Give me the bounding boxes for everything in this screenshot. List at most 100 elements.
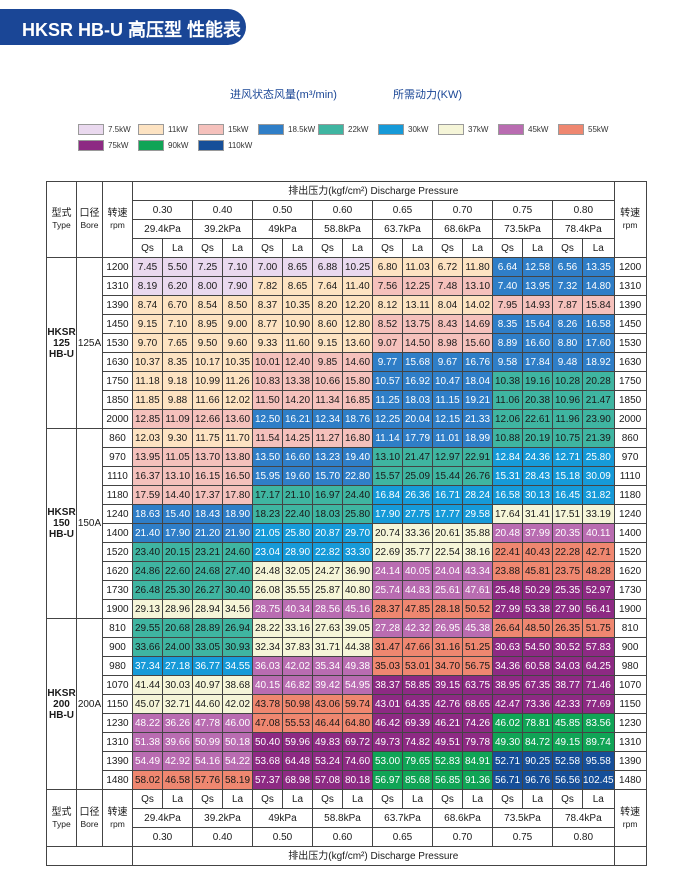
la-value: 13.10	[162, 466, 193, 486]
qs-value: 53.00	[372, 751, 403, 771]
la-value: 74.26	[462, 713, 493, 733]
la-value: 35.55	[282, 580, 313, 600]
pressure-value: 0.70	[432, 200, 493, 220]
legend-label: 90kW	[168, 141, 189, 150]
bore-header-en: Bore	[80, 220, 99, 230]
la-value: 39.66	[162, 732, 193, 752]
qs-value: 23.40	[132, 542, 163, 562]
qs-value: 13.95	[132, 447, 163, 467]
table-row: 1620 24.86 22.60 24.68 27.40 24.48 32.05 24.27 3…	[47, 561, 647, 581]
qs-value: 46.44	[312, 713, 343, 733]
la-value: 32.71	[162, 694, 193, 714]
qs-value: 42.76	[432, 694, 463, 714]
qs-value: 36.03	[252, 656, 283, 676]
la-value: 74.82	[402, 732, 433, 752]
speed-header-en: rpm	[110, 220, 125, 230]
la-value: 25.80	[582, 447, 615, 467]
rpm-value: 1620	[102, 561, 133, 581]
qs-value: 27.63	[312, 618, 343, 638]
qs-value: 12.71	[552, 447, 583, 467]
speed-header-right: 转速 rpm	[613, 181, 647, 258]
pressure-value: 0.65	[372, 200, 433, 220]
model-name: HKSR 200 HB-U	[46, 618, 77, 790]
la-value: 30.40	[222, 580, 253, 600]
la-value: 29.70	[342, 523, 373, 543]
qs-value: 8.43	[432, 314, 463, 334]
qs-value: 37.34	[132, 656, 163, 676]
la-value: 38.68	[222, 675, 253, 695]
qs-value: 9.58	[492, 352, 523, 372]
qs-value: 43.01	[372, 694, 403, 714]
rpm-value: 1310	[102, 732, 133, 752]
la-value: 11.03	[402, 257, 433, 277]
kpa-value: 39.2kPa	[192, 219, 253, 239]
qs-value: 11.34	[312, 390, 343, 410]
rpm-value-right: 1850	[613, 390, 647, 410]
la-value: 53.01	[402, 656, 433, 676]
qs-value: 8.12	[372, 295, 403, 315]
qs-value: 9.33	[252, 333, 283, 353]
rpm-value-right: 1240	[613, 504, 647, 524]
table-row: 1150 45.07 32.71 44.60 42.02 43.78 50.98 43.06 5…	[47, 694, 647, 714]
qs-value: 16.15	[192, 466, 223, 486]
la-value: 11.09	[162, 409, 193, 429]
rpm-value-right: 1730	[613, 580, 647, 600]
la-value: 54.22	[222, 751, 253, 771]
la-value: 43.34	[462, 561, 493, 581]
la-value: 23.90	[582, 409, 615, 429]
qs-value: 15.31	[492, 466, 523, 486]
la-value: 16.85	[342, 390, 373, 410]
qs-value: 46.02	[492, 713, 523, 733]
la-value: 11.70	[222, 428, 253, 448]
qs-value: 25.48	[492, 580, 523, 600]
footer-blank-right	[613, 846, 647, 866]
la-value: 33.16	[282, 618, 313, 638]
la-footer: La	[222, 789, 253, 809]
qs-value: 35.03	[372, 656, 403, 676]
legend-swatch	[198, 140, 224, 151]
kpa-value: 58.8kPa	[312, 219, 373, 239]
la-value: 84.91	[462, 751, 493, 771]
qs-value: 9.48	[552, 352, 583, 372]
qs-value: 17.59	[132, 485, 163, 505]
rpm-value-right: 1750	[613, 371, 647, 391]
qs-value: 52.71	[492, 751, 523, 771]
la-value: 18.76	[342, 409, 373, 429]
qs-value: 49.51	[432, 732, 463, 752]
qs-value: 39.42	[312, 675, 343, 695]
la-value: 13.38	[282, 371, 313, 391]
qs-value: 32.34	[252, 637, 283, 657]
la-value: 46.00	[222, 713, 253, 733]
qs-value: 8.95	[192, 314, 223, 334]
la-value: 68.65	[462, 694, 493, 714]
la-value: 7.10	[162, 314, 193, 334]
la-value: 33.36	[402, 523, 433, 543]
pressure-value: 0.80	[552, 200, 615, 220]
rpm-value-right: 860	[613, 428, 647, 448]
qs-value: 7.00	[252, 257, 283, 277]
la-value: 84.72	[522, 732, 553, 752]
qs-value: 24.04	[432, 561, 463, 581]
la-value: 22.80	[342, 466, 373, 486]
la-value: 64.48	[282, 751, 313, 771]
la-value: 96.76	[522, 770, 553, 790]
qs-value: 7.64	[312, 276, 343, 296]
legend-label: 22kW	[348, 125, 369, 134]
qs-value: 33.66	[132, 637, 163, 657]
qs-value: 8.26	[552, 314, 583, 334]
qs-header: Qs	[552, 238, 583, 258]
qs-value: 7.45	[132, 257, 163, 277]
la-value: 18.04	[462, 371, 493, 391]
qs-value: 28.75	[252, 599, 283, 619]
qs-value: 11.15	[432, 390, 463, 410]
la-value: 22.60	[162, 561, 193, 581]
rpm-value: 1390	[102, 295, 133, 315]
rpm-value: 1230	[102, 713, 133, 733]
qs-value: 17.77	[432, 504, 463, 524]
qs-value: 36.77	[192, 656, 223, 676]
la-value: 28.24	[462, 485, 493, 505]
pressure-footer: 0.50	[252, 827, 313, 847]
rpm-value-right: 1620	[613, 561, 647, 581]
qs-value: 8.80	[552, 333, 583, 353]
qs-value: 24.27	[312, 561, 343, 581]
